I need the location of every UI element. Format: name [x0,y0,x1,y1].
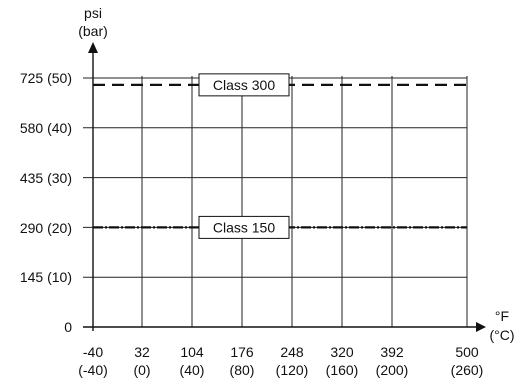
x-tick-label-f: 320 [330,344,354,360]
grid [83,76,468,327]
y-tick-label: 580 (40) [20,120,72,136]
y-axis-arrow [88,42,98,53]
x-tick-label-c: (120) [276,362,309,378]
y-unit-label: psi [84,5,102,21]
x-tick-label-c: (-40) [78,362,108,378]
x-tick-label-f: 500 [455,344,479,360]
x-tick-label-f: 32 [134,344,150,360]
x-tick-label-c: (200) [376,362,409,378]
x-tick-label-f: -40 [83,344,103,360]
x-tick-label-c: (40) [180,362,205,378]
y-tick-label: 725 (50) [20,70,72,86]
x-tick-label-c: (0) [133,362,150,378]
y-tick-label: 0 [64,319,72,335]
axis-units: psi (bar) °F (°C) [78,5,514,343]
x-unit-sublabel: (°C) [489,327,514,343]
x-axis-arrow [476,322,486,332]
y-tick-label: 145 (10) [20,269,72,285]
x-unit-label: °F [495,308,509,324]
series-lines [93,83,467,229]
series-label-box [198,215,290,239]
axes [83,42,486,332]
y-tick-label: 290 (20) [20,220,72,236]
series-labels: Class 300 Class 150 [198,73,290,239]
series-label: Class 300 [213,77,275,93]
x-tick-label-f: 104 [180,344,204,360]
x-tick-label-f: 392 [380,344,404,360]
x-tick-label-f: 176 [230,344,254,360]
x-tick-label-c: (80) [230,362,255,378]
y-tick-label: 435 (30) [20,170,72,186]
y-unit-sublabel: (bar) [78,23,108,39]
x-tick-label-c: (160) [326,362,359,378]
series-label-box [198,73,290,97]
tick-labels: 0 145 (10) 290 (20) 435 (30) 580 (40) 725 (50… [20,70,484,378]
x-tick-label-f: 248 [280,344,304,360]
series-label: Class 150 [213,219,275,235]
x-tick-label-c: (260) [451,362,484,378]
